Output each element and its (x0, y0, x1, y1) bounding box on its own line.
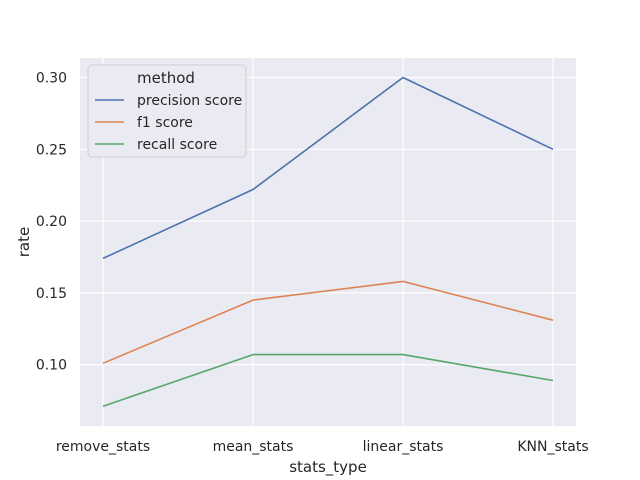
x-tick-label: linear_stats (363, 439, 444, 455)
y-tick-label: 0.30 (36, 71, 67, 87)
x-tick-label: remove_stats (56, 439, 150, 455)
x-tick-label: KNN_stats (517, 439, 588, 455)
legend-title: method (137, 69, 195, 87)
x-tick-label: mean_stats (213, 439, 294, 455)
legend-label: recall score (137, 137, 217, 153)
y-axis-ticks: 0.10 0.15 0.20 0.25 0.30 (36, 71, 67, 374)
y-axis-label: rate (15, 227, 33, 257)
y-tick-label: 0.20 (36, 214, 67, 230)
legend-box (87, 64, 247, 158)
legend-label: f1 score (137, 115, 193, 131)
series-line-recall-score (102, 353, 554, 408)
legend-items: precision score f1 score recall score (95, 93, 242, 153)
series-line-f1-score (102, 280, 554, 365)
y-tick-label: 0.25 (36, 142, 67, 158)
series-line-precision-score (102, 76, 554, 260)
legend: method precision score f1 score recall sco… (87, 64, 247, 158)
y-tick-label: 0.10 (36, 358, 67, 374)
series-lines (102, 76, 554, 408)
x-axis-label: stats_type (289, 458, 367, 477)
y-tick-label: 0.15 (36, 286, 67, 302)
x-axis-ticks: remove_stats mean_stats linear_stats KNN_st… (56, 439, 589, 455)
legend-label: precision score (137, 93, 242, 109)
